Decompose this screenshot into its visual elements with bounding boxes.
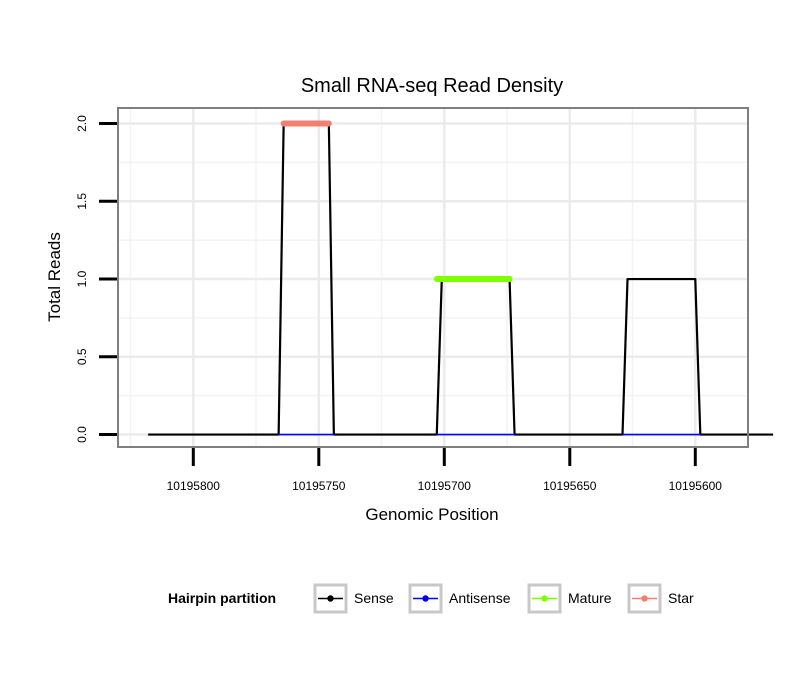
legend-label-star: Star [668, 590, 694, 606]
chart-title: Small RNA-seq Read Density [301, 75, 563, 97]
series-layer [148, 120, 774, 436]
legend-key-star-dot [641, 595, 648, 602]
plot-panel-border [117, 107, 749, 448]
x-axis-title: Genomic Position [365, 505, 498, 524]
y-tick-label: 0.5 [75, 348, 89, 365]
x-tick-label: 10195800 [167, 479, 221, 493]
y-axis-title: Total Reads [45, 232, 64, 322]
y-tick-label: 2.0 [75, 115, 89, 132]
grid [118, 108, 748, 447]
legend: Hairpin partition Sense Antisense Mature St… [168, 583, 694, 614]
x-tick-label: 10195650 [543, 479, 597, 493]
legend-label-sense: Sense [354, 590, 394, 606]
x-tick-label: 10195750 [292, 479, 346, 493]
axes: 10195800 10195750 10195700 10195650 10195600… [75, 115, 722, 493]
y-tick-label: 0.0 [75, 426, 89, 443]
legend-label-antisense: Antisense [449, 590, 511, 606]
legend-key-sense-dot [327, 595, 334, 602]
y-tick-label: 1.5 [75, 193, 89, 210]
legend-key-antisense-dot [422, 595, 429, 602]
y-tick-label: 1.0 [75, 270, 89, 287]
legend-label-mature: Mature [568, 590, 612, 606]
x-tick-label: 10195600 [669, 479, 723, 493]
x-tick-label: 10195700 [418, 479, 472, 493]
legend-title: Hairpin partition [168, 590, 276, 606]
legend-key-mature-dot [541, 595, 548, 602]
